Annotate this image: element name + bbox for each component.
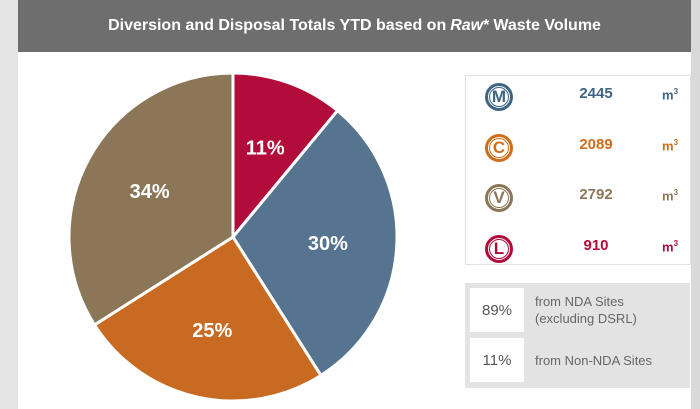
legend-row: M 2445 m3 xyxy=(466,77,690,117)
volume-unit: m3 xyxy=(662,87,678,102)
source-text: from NDA Sites (excluding DSRL) xyxy=(535,288,637,332)
unit-power: 3 xyxy=(673,238,679,248)
source-line: (excluding DSRL) xyxy=(535,311,637,326)
legend-row: C 2089 m3 xyxy=(466,128,690,168)
volume-value: 2445 xyxy=(579,85,613,102)
unit-text: m xyxy=(662,188,674,204)
unit-power: 3 xyxy=(673,87,679,96)
left-strip xyxy=(0,0,18,409)
letter-icon: L xyxy=(485,234,513,263)
source-line: from NDA Sites xyxy=(535,294,624,309)
unit-text: m xyxy=(662,137,674,153)
unit-text: m xyxy=(662,87,674,103)
source-box: 89% from NDA Sites (excluding DSRL) 11% from… xyxy=(465,283,690,388)
volume-unit: m3 xyxy=(662,138,678,153)
source-percent: 89% xyxy=(470,288,524,332)
volume-value: 910 xyxy=(583,236,609,254)
source-row: 89% from NDA Sites (excluding DSRL) xyxy=(470,288,685,332)
letter-icon: V xyxy=(485,184,513,212)
legend-row: V 2792 m3 xyxy=(466,178,690,218)
legend-row: L 910 m3 xyxy=(466,229,690,269)
unit-text: m xyxy=(662,238,674,254)
volume-unit: m3 xyxy=(662,188,678,203)
slice-label: 30% xyxy=(308,233,348,255)
source-text: from Non-NDA Sites xyxy=(535,338,652,382)
letter-icon: C xyxy=(485,133,513,162)
slice-label: 34% xyxy=(130,181,170,203)
pie-slice xyxy=(231,71,340,242)
right-strip xyxy=(691,0,700,409)
volume-legend: M 2445 m3 C 2089 m3 V 2792 m3 L 910 m3 xyxy=(465,75,691,265)
slice-label: 25% xyxy=(192,320,232,342)
title-text: Waste Volume xyxy=(493,17,601,34)
source-line: from Non-NDA Sites xyxy=(535,352,653,368)
volume-value: 2089 xyxy=(579,135,613,153)
pie-slice xyxy=(67,71,235,327)
title-bar: Diversion and Disposal Totals YTD based … xyxy=(18,0,691,52)
unit-power: 3 xyxy=(673,188,679,197)
pie-slice xyxy=(92,234,323,403)
title-text: Diversion and Disposal Totals YTD based … xyxy=(108,17,447,34)
volume-value: 2792 xyxy=(579,186,613,203)
pie-chart: 11% 30% 25% 34% xyxy=(67,71,399,403)
pie-slice xyxy=(231,108,399,378)
source-percent: 11% xyxy=(470,338,524,382)
title-text: * xyxy=(483,17,490,34)
volume-unit: m3 xyxy=(662,239,678,254)
slice-label: 11% xyxy=(246,138,285,160)
title-text: Raw xyxy=(450,17,484,34)
source-row: 11% from Non-NDA Sites xyxy=(470,338,685,382)
letter-icon: M xyxy=(485,83,513,111)
unit-power: 3 xyxy=(673,137,679,147)
